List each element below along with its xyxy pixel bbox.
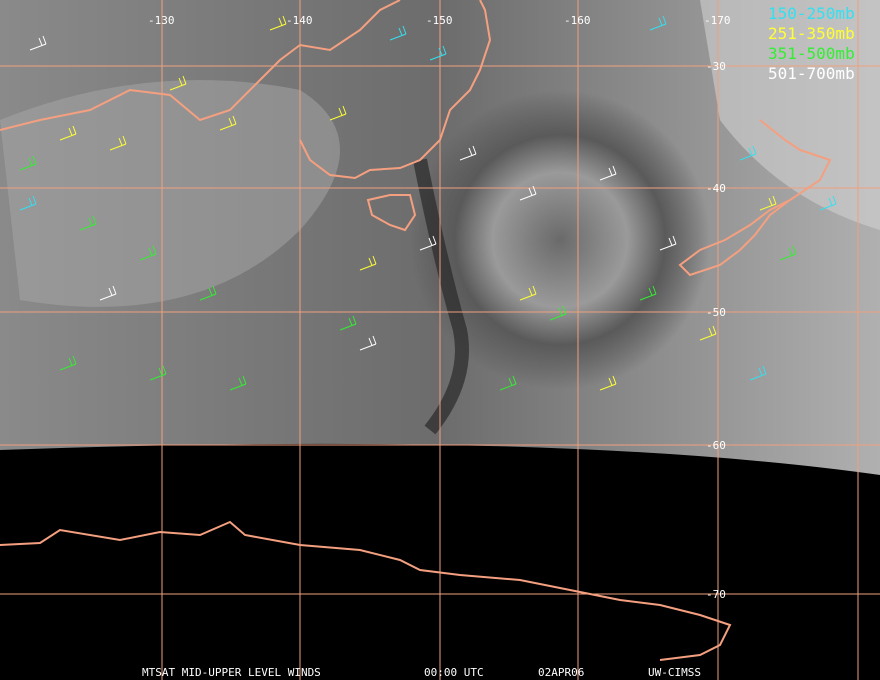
dry-slot	[413, 158, 469, 435]
legend-entry: 251-350mb	[768, 24, 855, 43]
footer: MTSAT MID-UPPER LEVEL WINDS 00:00 UTC 02…	[142, 666, 701, 679]
cloud-band	[700, 0, 880, 230]
longitude-labels: -130 -140 -150 -160 -170	[148, 14, 731, 27]
cloud-swirl	[410, 90, 710, 390]
footer-time: 00:00 UTC	[424, 666, 484, 679]
longitude-label: -130	[148, 14, 175, 27]
latitude-labels: -30 -40 -50 -60 -70	[706, 60, 726, 601]
footer-source: UW-CIMSS	[648, 666, 701, 679]
longitude-label: -150	[426, 14, 453, 27]
latitude-label: -70	[706, 588, 726, 601]
longitude-label: -170	[704, 14, 731, 27]
cloud-band	[0, 80, 340, 307]
coastline-antarctica	[0, 520, 732, 661]
coastline-new-zealand	[678, 119, 832, 277]
longitude-label: -140	[286, 14, 313, 27]
latitude-label: -40	[706, 182, 726, 195]
coastline-australia	[0, 0, 492, 180]
footer-title: MTSAT MID-UPPER LEVEL WINDS	[142, 666, 321, 679]
legend-entry: 150-250mb	[768, 4, 855, 23]
latitude-label: -50	[706, 306, 726, 319]
latitude-label: -60	[706, 439, 726, 452]
footer-date: 02APR06	[538, 666, 584, 679]
latitude-label: -30	[706, 60, 726, 73]
coastline-tasmania	[366, 194, 417, 232]
legend-entry: 501-700mb	[768, 64, 855, 83]
legend-entry: 351-500mb	[768, 44, 855, 63]
longitude-label: -160	[564, 14, 591, 27]
